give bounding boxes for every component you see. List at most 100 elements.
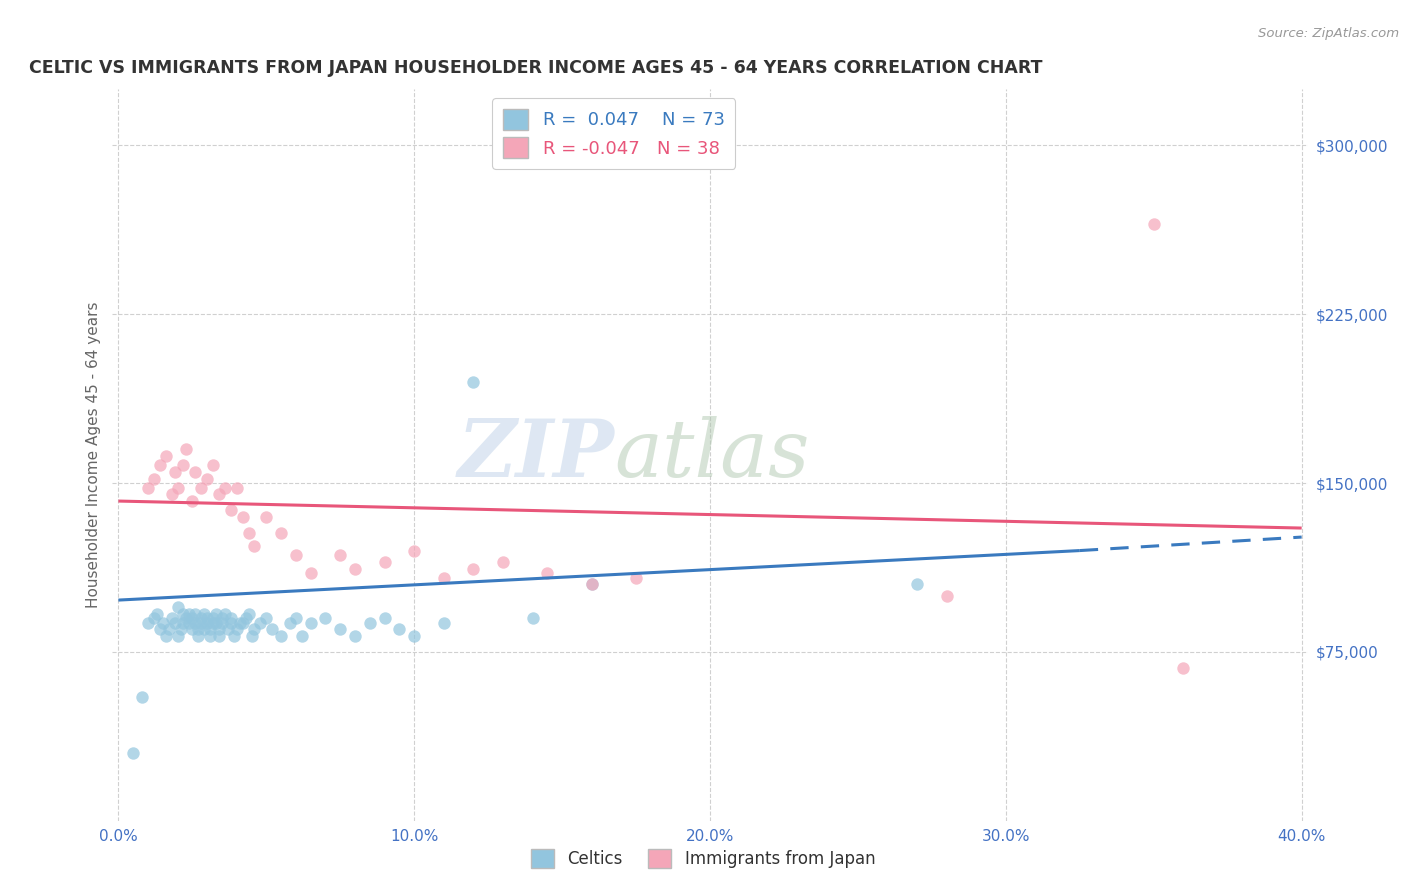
Point (232, 509, 254, 524)
Point (198, 629, 221, 643)
Point (136, 615, 159, 630)
Point (211, 615, 233, 630)
Point (463, 375, 485, 389)
Point (374, 611, 396, 625)
Point (404, 629, 426, 643)
Point (329, 548, 352, 562)
Point (172, 458, 194, 472)
Point (208, 487, 231, 501)
Point (202, 611, 225, 625)
Point (146, 607, 169, 621)
Text: atlas: atlas (614, 417, 810, 493)
Point (163, 615, 186, 630)
Point (166, 481, 188, 495)
Point (184, 615, 207, 630)
Point (179, 615, 201, 630)
Point (172, 607, 194, 621)
Point (1173, 660, 1195, 674)
Point (329, 623, 352, 637)
Point (152, 615, 174, 630)
Point (270, 629, 292, 643)
Point (142, 471, 165, 485)
Point (404, 543, 426, 558)
Point (344, 561, 367, 575)
Point (195, 611, 218, 625)
Legend: R =  0.047    N = 73, R = -0.047   N = 38: R = 0.047 N = 73, R = -0.047 N = 38 (492, 98, 735, 169)
Point (270, 525, 292, 540)
Point (214, 481, 236, 495)
Point (581, 577, 603, 591)
Point (172, 615, 194, 630)
Y-axis label: Householder Income Ages 45 - 64 years: Householder Income Ages 45 - 64 years (86, 301, 101, 608)
Point (190, 481, 212, 495)
Point (536, 566, 558, 580)
Point (155, 629, 177, 643)
Point (254, 611, 277, 625)
Point (624, 571, 647, 585)
Point (211, 611, 233, 625)
Point (374, 555, 396, 569)
Point (522, 611, 544, 625)
Legend: Celtics, Immigrants from Japan: Celtics, Immigrants from Japan (524, 842, 882, 875)
Point (195, 471, 218, 485)
Point (314, 611, 336, 625)
Point (433, 615, 456, 630)
Point (181, 623, 204, 637)
Point (160, 611, 183, 625)
Point (222, 629, 245, 643)
Point (166, 599, 188, 614)
Point (238, 607, 260, 621)
Point (181, 494, 204, 508)
Point (935, 589, 957, 603)
Point (219, 615, 242, 630)
Point (187, 629, 209, 643)
Point (157, 623, 180, 637)
Point (176, 442, 198, 457)
Point (433, 571, 456, 585)
Point (155, 449, 177, 463)
Point (208, 623, 231, 637)
Point (176, 611, 198, 625)
Point (131, 690, 153, 704)
Point (249, 615, 271, 630)
Point (284, 611, 307, 625)
Text: ZIP: ZIP (457, 417, 614, 493)
Point (190, 611, 212, 625)
Point (179, 607, 201, 621)
Point (344, 629, 367, 643)
Point (202, 615, 225, 630)
Point (232, 615, 254, 630)
Point (122, 746, 145, 760)
Point (198, 623, 221, 637)
Point (195, 615, 218, 630)
Text: Source: ZipAtlas.com: Source: ZipAtlas.com (1258, 27, 1399, 40)
Point (1143, 217, 1166, 231)
Point (190, 615, 212, 630)
Point (136, 481, 159, 495)
Point (142, 611, 165, 625)
Point (254, 509, 277, 524)
Point (299, 566, 322, 580)
Point (492, 555, 515, 569)
Point (359, 615, 381, 630)
Point (149, 458, 172, 472)
Point (214, 607, 236, 621)
Point (235, 611, 257, 625)
Point (202, 458, 225, 472)
Point (291, 629, 314, 643)
Point (187, 623, 209, 637)
Point (278, 615, 301, 630)
Point (299, 615, 322, 630)
Point (581, 577, 603, 591)
Point (160, 487, 183, 501)
Point (284, 548, 307, 562)
Point (243, 623, 266, 637)
Point (225, 481, 247, 495)
Point (169, 623, 191, 637)
Point (463, 561, 485, 575)
Point (163, 465, 186, 479)
Point (184, 465, 207, 479)
Point (205, 615, 228, 630)
Point (238, 525, 260, 540)
Point (219, 611, 242, 625)
